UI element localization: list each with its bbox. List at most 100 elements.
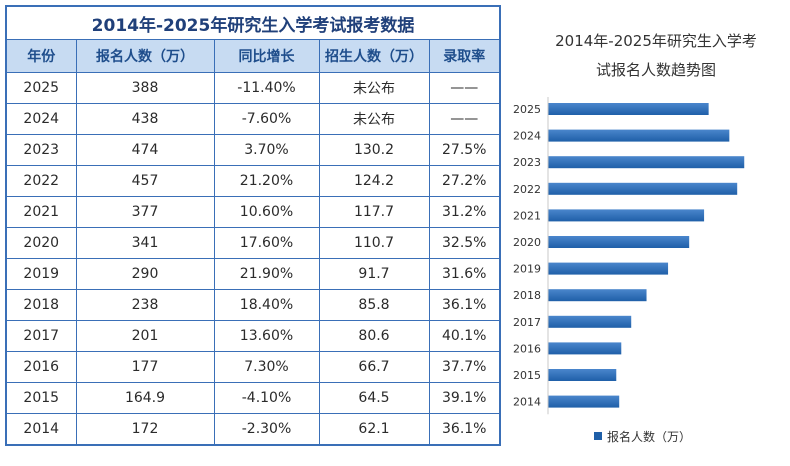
y-tick-label: 2019 [513,263,541,276]
table-cell: 341 [75,227,215,259]
table-header-cell: 年份 [5,39,77,73]
table-cell: 2025 [5,72,77,104]
table-row: 2015 164.9 -4.10% 64.5 39.1% [5,382,501,414]
table-cell: 124.2 [318,165,430,197]
table-row: 2021 377 10.60% 117.7 31.2% [5,196,501,228]
table-cell: 172 [75,413,215,446]
bar [548,262,669,275]
chart-title-line-1: 2014年-2025年研究生入学考 [555,32,757,50]
table-cell: 39.1% [428,382,501,414]
bar-chart: 2014年-2025年研究生入学考 试报名人数趋势图 2025202420232… [513,32,757,444]
table-cell: 438 [75,103,215,135]
table-cell: —— [428,72,501,104]
table-cell: 130.2 [318,134,430,166]
y-tick-label: 2017 [513,316,541,329]
table-cell: 238 [75,289,215,321]
legend: 报名人数（万） [594,429,691,444]
table-cell: 10.60% [213,196,320,228]
table-cell: 85.8 [318,289,430,321]
table-cell: 32.5% [428,227,501,259]
table-cell: 2023 [5,134,77,166]
y-tick-label: 2018 [513,289,541,302]
bars-group: 2025 2024 2023 2022 2021 2020 2019 2018 2017 2016… [513,97,745,415]
table-cell: 37.7% [428,351,501,383]
table-cell: 2016 [5,351,77,383]
table-header-cell: 报名人数（万） [75,39,215,73]
legend-swatch [594,432,602,440]
table-cell: -11.40% [213,72,320,104]
bar [548,315,632,328]
chart-panel: 2014年-2025年研究生入学考 试报名人数趋势图 2025 2024 2023 2… [503,5,785,461]
table-cell: 388 [75,72,215,104]
table-cell: 27.2% [428,165,501,197]
table-cell: 2024 [5,103,77,135]
table-cell: -2.30% [213,413,320,446]
table-cell: -7.60% [213,103,320,135]
table-cell: 2018 [5,289,77,321]
table-header-cell: 录取率 [428,39,501,73]
table-cell: 21.20% [213,165,320,197]
bar [548,129,730,142]
table-header-cell: 招生人数（万） [318,39,430,73]
table-cell: 21.90% [213,258,320,290]
bar [548,103,709,115]
y-tick-label: 2024 [513,130,541,143]
y-tick-label: 2016 [513,342,541,355]
table-cell: 7.30% [213,351,320,383]
table-cell: 2022 [5,165,77,197]
table-cell: 201 [75,320,215,352]
table-row: 2023 474 3.70% 130.2 27.5% [5,134,501,166]
bar [548,369,617,381]
bar [548,209,705,222]
table-cell: 2015 [5,382,77,414]
table-cell: 177 [75,351,215,383]
table-cell: 17.60% [213,227,320,259]
y-tick-label: 2025 [513,103,541,116]
bar [548,289,647,302]
legend-label: 报名人数（万） [607,429,691,444]
table-cell: 377 [75,196,215,228]
y-tick-label: 2021 [513,209,541,222]
table-cell: 110.7 [318,227,430,259]
table-title: 2014年-2025年研究生入学考试报考数据 [5,5,501,40]
table-cell: 62.1 [318,413,430,446]
y-tick-label: 2022 [513,183,541,196]
table-row: 2022 457 21.20% 124.2 27.2% [5,165,501,197]
table-row: 2024 438 -7.60% 未公布 —— [5,103,501,135]
table-row: 2018 238 18.40% 85.8 36.1% [5,289,501,321]
table-cell: 2019 [5,258,77,290]
table-cell: 80.6 [318,320,430,352]
table-cell: 290 [75,258,215,290]
chart-title-line-2: 试报名人数趋势图 [596,61,716,79]
bar [548,395,620,408]
table-row: 2014 172 -2.30% 62.1 36.1% [5,413,501,446]
bar [548,236,690,248]
table-cell: 2021 [5,196,77,228]
y-tick-label: 2023 [513,156,541,169]
table-body: 2025 388 -11.40% 未公布 —— 2024 438 -7.60% 未公布 —— 202… [5,72,501,446]
table-cell: 2020 [5,227,77,259]
table-cell: 457 [75,165,215,197]
table-header-cell: 同比增长 [213,39,320,73]
table-cell: 36.1% [428,413,501,446]
table-cell: 未公布 [318,103,430,135]
table-cell: 164.9 [75,382,215,414]
bar [548,342,622,355]
table-cell: —— [428,103,501,135]
bar [548,182,738,195]
table-cell: 13.60% [213,320,320,352]
table-cell: 66.7 [318,351,430,383]
table-row: 2016 177 7.30% 66.7 37.7% [5,351,501,383]
y-tick-label: 2015 [513,369,541,382]
table-cell: 117.7 [318,196,430,228]
table-cell: 64.5 [318,382,430,414]
table-row: 2017 201 13.60% 80.6 40.1% [5,320,501,352]
table-cell: 474 [75,134,215,166]
table-cell: 18.40% [213,289,320,321]
table-cell: 91.7 [318,258,430,290]
table-cell: 40.1% [428,320,501,352]
data-table: 2014年-2025年研究生入学考试报考数据 年份 报名人数（万） 同比增长 招生人数… [5,5,501,446]
bar [548,156,745,169]
table-cell: 未公布 [318,72,430,104]
y-tick-label: 2020 [513,236,541,249]
